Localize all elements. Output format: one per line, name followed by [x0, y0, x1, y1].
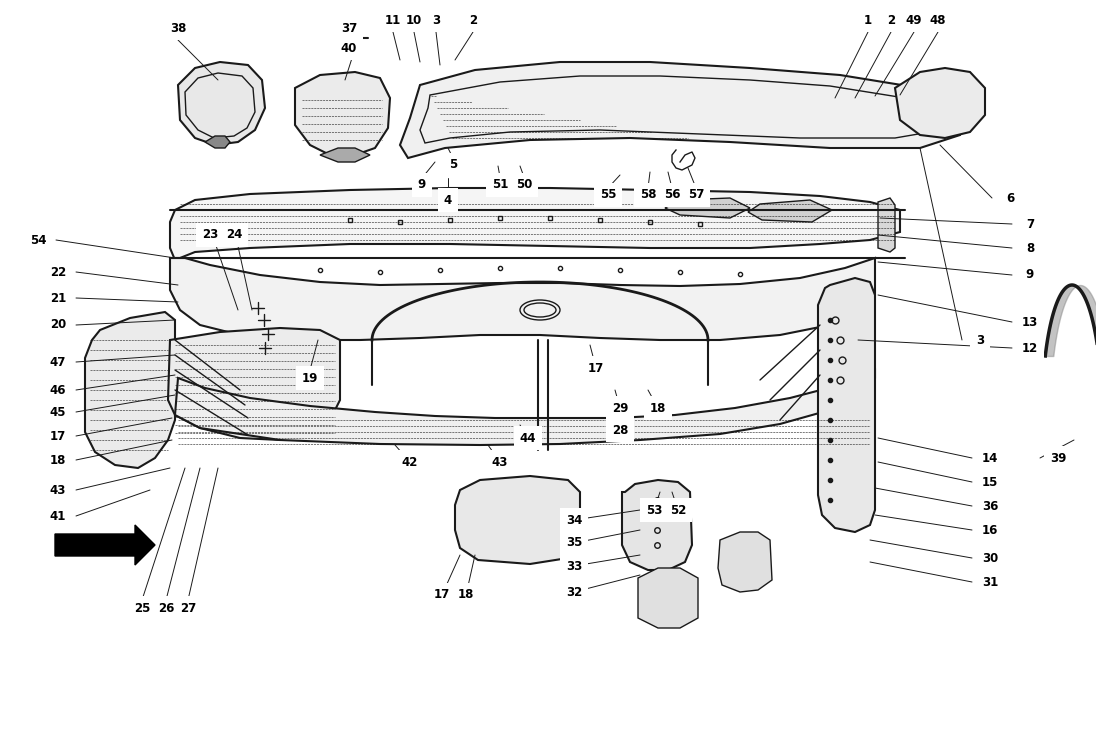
- Text: 17: 17: [434, 589, 450, 602]
- Text: 3: 3: [975, 334, 984, 346]
- Text: 14: 14: [982, 452, 998, 464]
- Text: 52: 52: [670, 503, 686, 517]
- Text: 53: 53: [646, 503, 662, 517]
- Text: 32: 32: [566, 586, 582, 598]
- Text: 37: 37: [341, 22, 357, 34]
- Text: 13: 13: [1021, 316, 1038, 328]
- Text: 41: 41: [49, 509, 66, 523]
- Text: 27: 27: [180, 602, 196, 614]
- Text: 17: 17: [587, 362, 604, 374]
- Text: 15: 15: [982, 476, 998, 488]
- Text: 21: 21: [50, 292, 66, 304]
- Text: 43: 43: [49, 484, 66, 496]
- Polygon shape: [455, 476, 580, 564]
- Polygon shape: [818, 278, 875, 532]
- Text: 7: 7: [1026, 217, 1034, 230]
- Text: 43: 43: [492, 455, 509, 469]
- Text: 20: 20: [50, 319, 66, 332]
- Text: 9: 9: [1026, 268, 1035, 281]
- Text: 29: 29: [612, 401, 628, 415]
- Text: 36: 36: [982, 500, 998, 512]
- Polygon shape: [205, 136, 230, 148]
- Text: 58: 58: [640, 188, 657, 202]
- Text: 1: 1: [864, 13, 872, 26]
- Text: 55: 55: [600, 188, 616, 202]
- Text: 10: 10: [406, 13, 422, 26]
- Text: 31: 31: [982, 575, 998, 589]
- Polygon shape: [638, 568, 698, 628]
- Text: 19: 19: [301, 371, 318, 385]
- Text: 50: 50: [516, 178, 533, 191]
- Text: 4: 4: [444, 194, 453, 206]
- Polygon shape: [718, 532, 772, 592]
- Text: 44: 44: [520, 431, 536, 445]
- Text: 40: 40: [341, 41, 357, 55]
- Polygon shape: [175, 370, 875, 445]
- Text: 5: 5: [449, 158, 457, 172]
- Polygon shape: [170, 188, 900, 260]
- Text: 12: 12: [1021, 341, 1038, 355]
- Polygon shape: [295, 72, 390, 155]
- Polygon shape: [170, 258, 875, 340]
- Text: 39: 39: [1050, 452, 1066, 464]
- Text: 34: 34: [566, 514, 582, 526]
- Polygon shape: [400, 62, 964, 158]
- Text: 28: 28: [612, 424, 628, 436]
- Text: 3: 3: [432, 13, 441, 26]
- Polygon shape: [747, 200, 832, 222]
- Text: 57: 57: [688, 188, 705, 202]
- Text: 49: 49: [905, 13, 922, 26]
- Text: 56: 56: [664, 188, 681, 202]
- Text: 18: 18: [458, 589, 475, 602]
- Text: 45: 45: [49, 406, 66, 418]
- Text: 17: 17: [50, 430, 66, 442]
- Polygon shape: [623, 480, 692, 570]
- Text: 30: 30: [982, 551, 998, 565]
- Polygon shape: [55, 525, 155, 565]
- Text: 42: 42: [402, 455, 419, 469]
- Text: 16: 16: [982, 524, 998, 536]
- Text: 22: 22: [50, 266, 66, 278]
- Text: 2: 2: [469, 13, 477, 26]
- Text: 38: 38: [170, 22, 186, 34]
- Text: 48: 48: [929, 13, 946, 26]
- Text: 18: 18: [49, 454, 66, 466]
- Text: 54: 54: [30, 233, 46, 247]
- Text: 51: 51: [492, 178, 509, 191]
- Text: 2: 2: [887, 13, 895, 26]
- Text: 26: 26: [158, 602, 174, 614]
- Polygon shape: [168, 328, 340, 440]
- Text: 23: 23: [202, 229, 218, 242]
- Text: 9: 9: [418, 178, 426, 191]
- Text: 8: 8: [1026, 242, 1035, 254]
- Text: 18: 18: [650, 401, 666, 415]
- Text: 35: 35: [566, 536, 582, 550]
- Polygon shape: [320, 148, 370, 162]
- Polygon shape: [895, 68, 985, 138]
- Polygon shape: [85, 312, 175, 468]
- Text: 33: 33: [566, 560, 582, 572]
- Polygon shape: [878, 198, 895, 252]
- Text: 25: 25: [134, 602, 150, 614]
- Polygon shape: [665, 198, 750, 218]
- Text: 11: 11: [385, 13, 401, 26]
- Text: 47: 47: [49, 356, 66, 368]
- Text: 46: 46: [49, 383, 66, 397]
- Text: 6: 6: [1006, 191, 1014, 205]
- Text: 24: 24: [226, 229, 242, 242]
- Polygon shape: [178, 62, 265, 145]
